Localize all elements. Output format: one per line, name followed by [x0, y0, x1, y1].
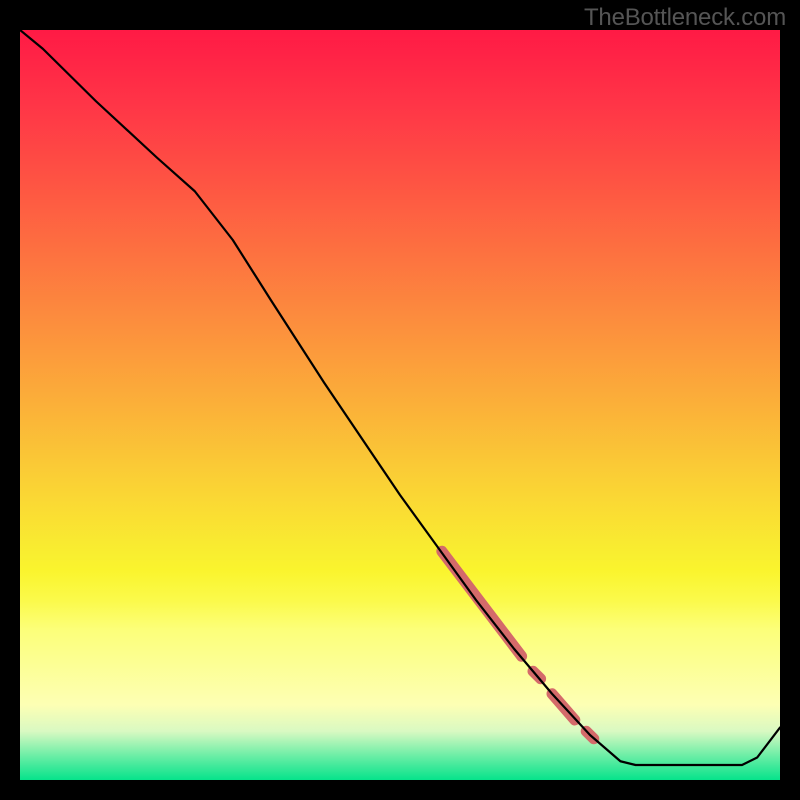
bottleneck-chart [20, 30, 780, 780]
gradient-background [20, 30, 780, 780]
figure-root: { "watermark": { "text": "TheBottleneck.… [0, 0, 800, 800]
watermark-text: TheBottleneck.com [584, 4, 786, 32]
